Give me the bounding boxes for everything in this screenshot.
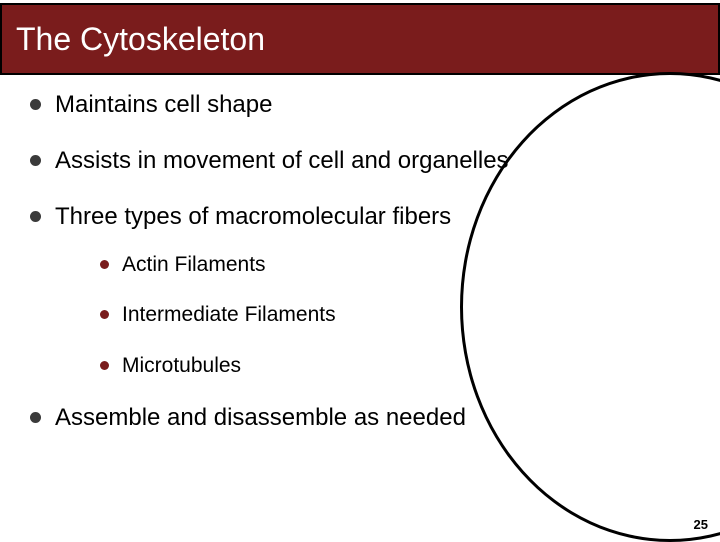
bullet-text: Actin Filaments [122,252,266,278]
bullet-icon [100,310,109,319]
list-item: Three types of macromolecular fibers [30,202,690,232]
list-item: Microtubules [100,353,690,379]
bullet-text: Three types of macromolecular fibers [55,202,451,232]
bullet-icon [30,155,41,166]
bullet-text: Assemble and disassemble as needed [55,403,466,433]
bullet-text: Microtubules [122,353,241,379]
bullet-text: Assists in movement of cell and organell… [55,146,509,176]
list-item: Actin Filaments [100,252,690,278]
sub-list: Actin Filaments Intermediate Filaments M… [100,252,690,379]
bullet-icon [30,99,41,110]
bullet-text: Maintains cell shape [55,90,272,120]
bullet-icon [30,211,41,222]
list-item: Intermediate Filaments [100,302,690,328]
bullet-icon [100,260,109,269]
content-area: Maintains cell shape Assists in movement… [30,90,690,459]
list-item: Assemble and disassemble as needed [30,403,690,433]
bullet-icon [30,412,41,423]
slide: The Cytoskeleton Maintains cell shape As… [0,0,720,540]
title-bar: The Cytoskeleton [0,3,720,75]
bullet-text: Intermediate Filaments [122,302,336,328]
bullet-icon [100,361,109,370]
list-item: Assists in movement of cell and organell… [30,146,690,176]
page-number: 25 [694,517,708,532]
list-item: Maintains cell shape [30,90,690,120]
slide-title: The Cytoskeleton [16,21,265,58]
